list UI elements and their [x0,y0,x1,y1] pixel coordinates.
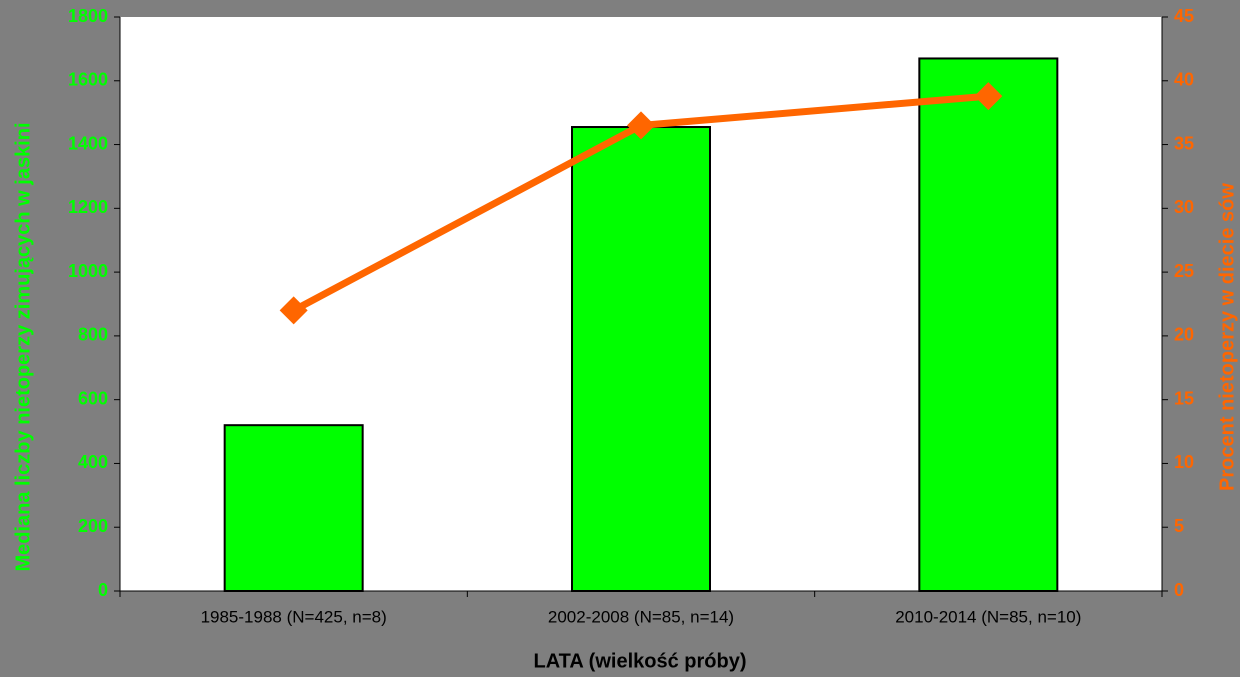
x-axis-label: LATA (wielkość próby) [534,650,747,672]
y2-tick-label: 0 [1174,580,1184,600]
y2-tick-label: 10 [1174,452,1194,472]
y-tick-label: 800 [78,325,108,345]
y2-tick-label: 40 [1174,70,1194,90]
bar [571,126,711,593]
y-axis-label: Mediana liczby nietoperzy zimujących w j… [12,122,34,571]
y2-tick-label: 45 [1174,6,1194,26]
bar [223,424,364,592]
y-tick-label: 1000 [68,261,108,281]
y2-axis-label: Procent nietoperzy w diecie sów [1216,183,1238,491]
y2-tick-label: 25 [1174,261,1194,281]
y-tick-label: 1600 [68,70,108,90]
y2-tick-label: 20 [1174,325,1194,345]
y-tick-label: 400 [78,452,108,472]
y-tick-label: 600 [78,388,108,408]
line-marker [627,111,655,140]
x-tick-label: 1985-1988 (N=425, n=8) [201,607,387,626]
y2-tick-label: 30 [1174,197,1194,217]
y-tick-label: 1400 [68,133,108,153]
line-marker [279,296,308,325]
y-tick-label: 1800 [68,6,108,26]
x-tick-label: 2002-2008 (N=85, n=14) [548,607,734,626]
y2-tick-label: 5 [1174,516,1184,536]
y-tick-label: 200 [78,516,108,536]
y-tick-label: 1200 [68,197,108,217]
y2-tick-label: 35 [1174,133,1194,153]
line-marker [974,82,1003,111]
y-tick-label: 0 [98,580,108,600]
x-tick-label: 2010-2014 (N=85, n=10) [895,607,1081,626]
bar [918,57,1059,592]
y2-tick-label: 15 [1174,388,1194,408]
